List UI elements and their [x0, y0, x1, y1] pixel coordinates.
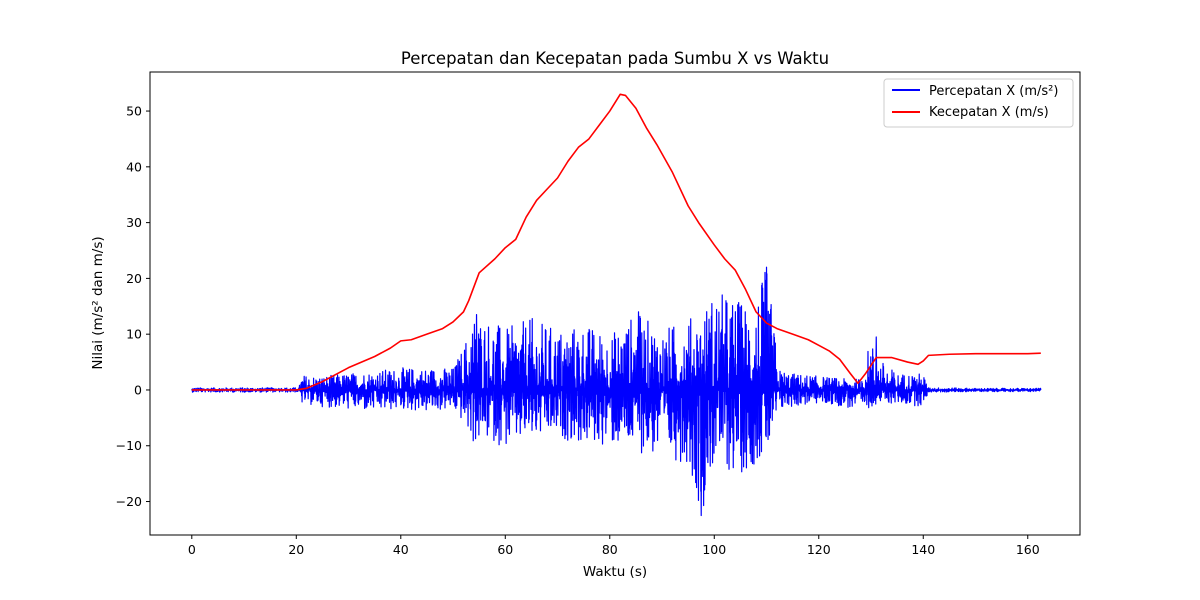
x-tick-label: 20: [288, 542, 304, 557]
plot-frame: [149, 71, 1081, 536]
x-tick-label: 160: [1016, 542, 1040, 557]
x-tick-label: 120: [807, 542, 831, 557]
x-tick-label: 0: [188, 542, 196, 557]
x-axis: 0 20 40 60 80 100 120 140 160: [188, 535, 1040, 557]
x-tick-label: 40: [393, 542, 409, 557]
legend: Percepatan X (m/s²) Kecepatan X (m/s): [883, 78, 1074, 128]
y-tick-label: 40: [126, 159, 142, 174]
y-tick-label: −10: [116, 438, 142, 453]
x-tick-label: 80: [602, 542, 618, 557]
y-tick-label: −20: [116, 494, 142, 509]
chart-title: Percepatan dan Kecepatan pada Sumbu X vs…: [401, 49, 829, 68]
x-tick-label: 140: [911, 542, 935, 557]
y-tick-label: 0: [134, 382, 142, 397]
legend-label-kecepatan: Kecepatan X (m/s): [929, 105, 1049, 120]
legend-label-percepatan: Percepatan X (m/s²): [929, 84, 1058, 99]
y-tick-label: 50: [126, 104, 142, 119]
x-axis-title: Waktu (s): [583, 564, 647, 580]
series-layer: [191, 93, 1042, 517]
y-tick-label: 20: [126, 271, 142, 286]
legend-box: [883, 78, 1074, 128]
x-tick-label: 60: [497, 542, 513, 557]
x-tick-label: 100: [702, 542, 726, 557]
y-axis-title: Nilai (m/s² dan m/s): [90, 236, 106, 369]
y-tick-label: 30: [126, 215, 142, 230]
series-line-percepatan: [191, 266, 1042, 517]
y-axis: −20 −10 0 10 20 30 40 50: [116, 104, 150, 509]
series-line-kecepatan: [191, 93, 1041, 391]
y-tick-label: 10: [126, 327, 142, 342]
